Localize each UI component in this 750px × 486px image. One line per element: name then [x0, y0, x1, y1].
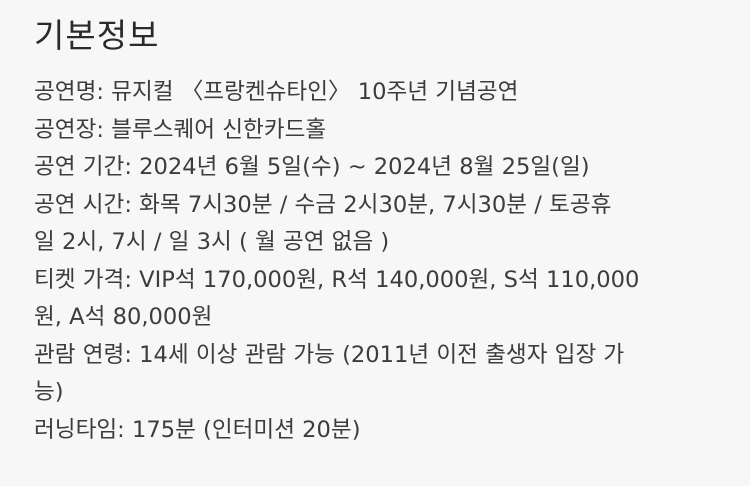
info-period: 공연 기간: 2024년 6월 5일(수) ~ 2024년 8월 25일(일) — [34, 154, 590, 180]
info-performance-title: 공연명: 뮤지컬 〈프랑켄슈타인〉 10주년 기념공연 — [34, 79, 519, 105]
info-show-times: 공연 시간: 화목 7시30분 / 수금 2시30분, 7시30분 / 토공휴 — [34, 191, 612, 218]
info-age-rating: 관람 연령: 14세 이상 관람 가능 (2011년 이전 출생자 입장 가 — [34, 341, 625, 368]
section-title: 기본정보 — [34, 16, 160, 55]
info-ticket-prices-continued: 원, A석 80,000원 — [34, 304, 213, 330]
info-ticket-prices: 티켓 가격: VIP석 170,000원, R석 140,000원, S석 11… — [34, 266, 640, 293]
info-running-time: 러닝타임: 175분 (인터미션 20분) — [34, 416, 361, 443]
info-show-times-continued: 일 2시, 7시 / 일 3시 ( 월 공연 없음 ) — [34, 229, 390, 255]
info-venue: 공연장: 블루스퀘어 신한카드홀 — [34, 116, 327, 143]
info-age-rating-continued: 능) — [34, 379, 64, 405]
info-list: 공연명: 뮤지컬 〈프랑켄슈타인〉 10주년 기념공연 공연장: 블루스퀘어 신… — [34, 74, 716, 449]
